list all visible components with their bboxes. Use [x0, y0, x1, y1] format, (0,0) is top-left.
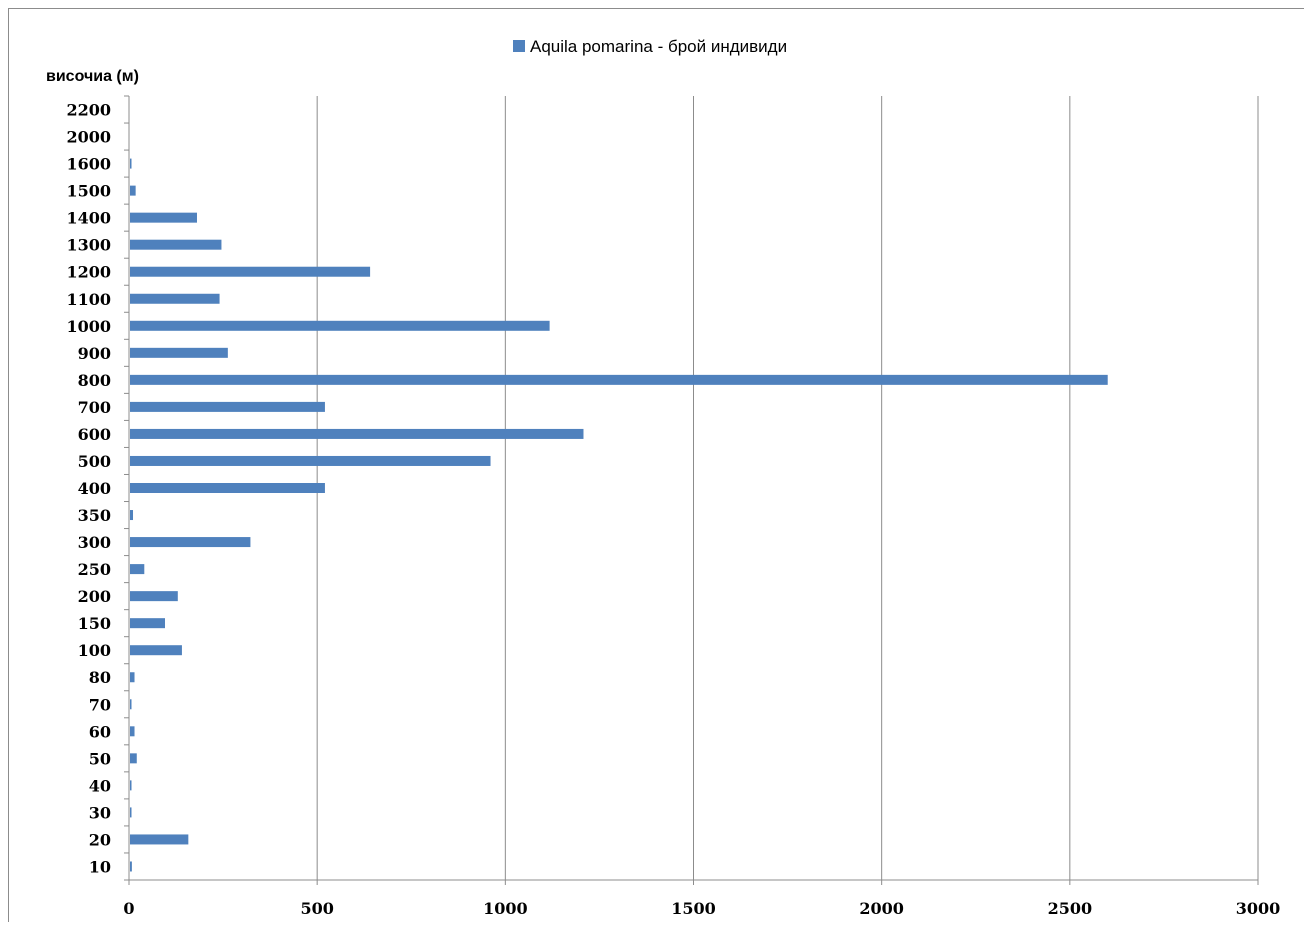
bar — [130, 807, 132, 818]
bar — [130, 618, 165, 629]
y-tick-label: 40 — [89, 776, 111, 795]
legend-swatch — [513, 40, 525, 52]
y-axis-label: височиа (м) — [46, 68, 139, 85]
y-tick-labels: 10 20 30 40 50 60 70 80 100 150 200 250 300 350 400 500… — [66, 101, 111, 877]
y-tick-label: 30 — [89, 803, 111, 822]
y-tick-label: 200 — [78, 587, 111, 606]
legend: Aquila pomarina - брой индивиди — [513, 37, 787, 56]
bar — [130, 591, 178, 602]
bar — [130, 158, 132, 169]
y-tick-label: 800 — [78, 371, 111, 390]
y-tick-label: 900 — [78, 344, 111, 363]
y-tick-label: 2000 — [66, 128, 111, 147]
bar — [130, 510, 134, 521]
bar — [130, 834, 189, 845]
bar — [130, 212, 197, 223]
bars — [130, 158, 1108, 872]
bar — [130, 374, 1108, 385]
y-tick-label: 60 — [89, 722, 111, 741]
y-tick-label: 300 — [78, 533, 111, 552]
legend-label: Aquila pomarina - брой индивиди — [530, 37, 787, 56]
bar — [130, 672, 135, 683]
x-tick-label: 0 — [123, 899, 134, 918]
y-tick-label: 250 — [78, 560, 111, 579]
y-tick-label: 1000 — [66, 317, 111, 336]
bar — [130, 428, 584, 439]
y-tick-label: 10 — [89, 857, 111, 876]
y-tick-label: 500 — [78, 452, 111, 471]
y-tick-label: 400 — [78, 479, 111, 498]
bar — [130, 699, 132, 710]
y-tick-label: 2200 — [66, 101, 111, 120]
y-tick-label: 1500 — [66, 182, 111, 201]
bar — [130, 483, 325, 493]
x-tick-labels: 0 500 1000 1500 2000 2500 3000 — [123, 899, 1280, 918]
y-tick-label: 70 — [89, 695, 111, 714]
x-tick-label: 3000 — [1236, 899, 1281, 918]
y-tick-label: 700 — [78, 398, 111, 417]
bar — [130, 726, 135, 737]
x-tick-label: 1000 — [483, 899, 528, 918]
y-tick-label: 1300 — [66, 236, 111, 255]
bar — [130, 185, 136, 196]
bar — [130, 347, 228, 358]
y-tick-label: 1200 — [66, 263, 111, 282]
bar — [130, 645, 182, 656]
y-tick-label: 50 — [89, 749, 111, 768]
bar — [130, 455, 491, 466]
bar — [130, 320, 550, 331]
bar — [130, 239, 222, 250]
x-tick-label: 1500 — [671, 899, 716, 918]
bar — [130, 753, 137, 764]
y-tick-label: 600 — [78, 425, 111, 444]
y-tick-label: 150 — [78, 614, 111, 633]
y-tick-label: 100 — [78, 641, 111, 660]
bar — [130, 564, 145, 575]
bar — [130, 293, 220, 304]
y-tick-label: 350 — [78, 506, 111, 525]
y-tick-label: 20 — [89, 830, 111, 849]
y-tick-label: 1100 — [66, 290, 111, 309]
axes — [124, 95, 1259, 885]
y-tick-label: 80 — [89, 668, 111, 687]
bar — [130, 266, 371, 277]
x-tick-label: 2500 — [1048, 899, 1093, 918]
x-tick-label: 500 — [300, 899, 333, 918]
bar — [130, 780, 132, 791]
y-tick-label: 1600 — [66, 155, 111, 174]
x-tick-label: 2000 — [859, 899, 904, 918]
gridlines — [316, 96, 1259, 880]
bar — [130, 401, 325, 412]
bar — [130, 537, 251, 548]
y-tick-label: 1400 — [66, 209, 111, 228]
bar — [130, 861, 132, 872]
